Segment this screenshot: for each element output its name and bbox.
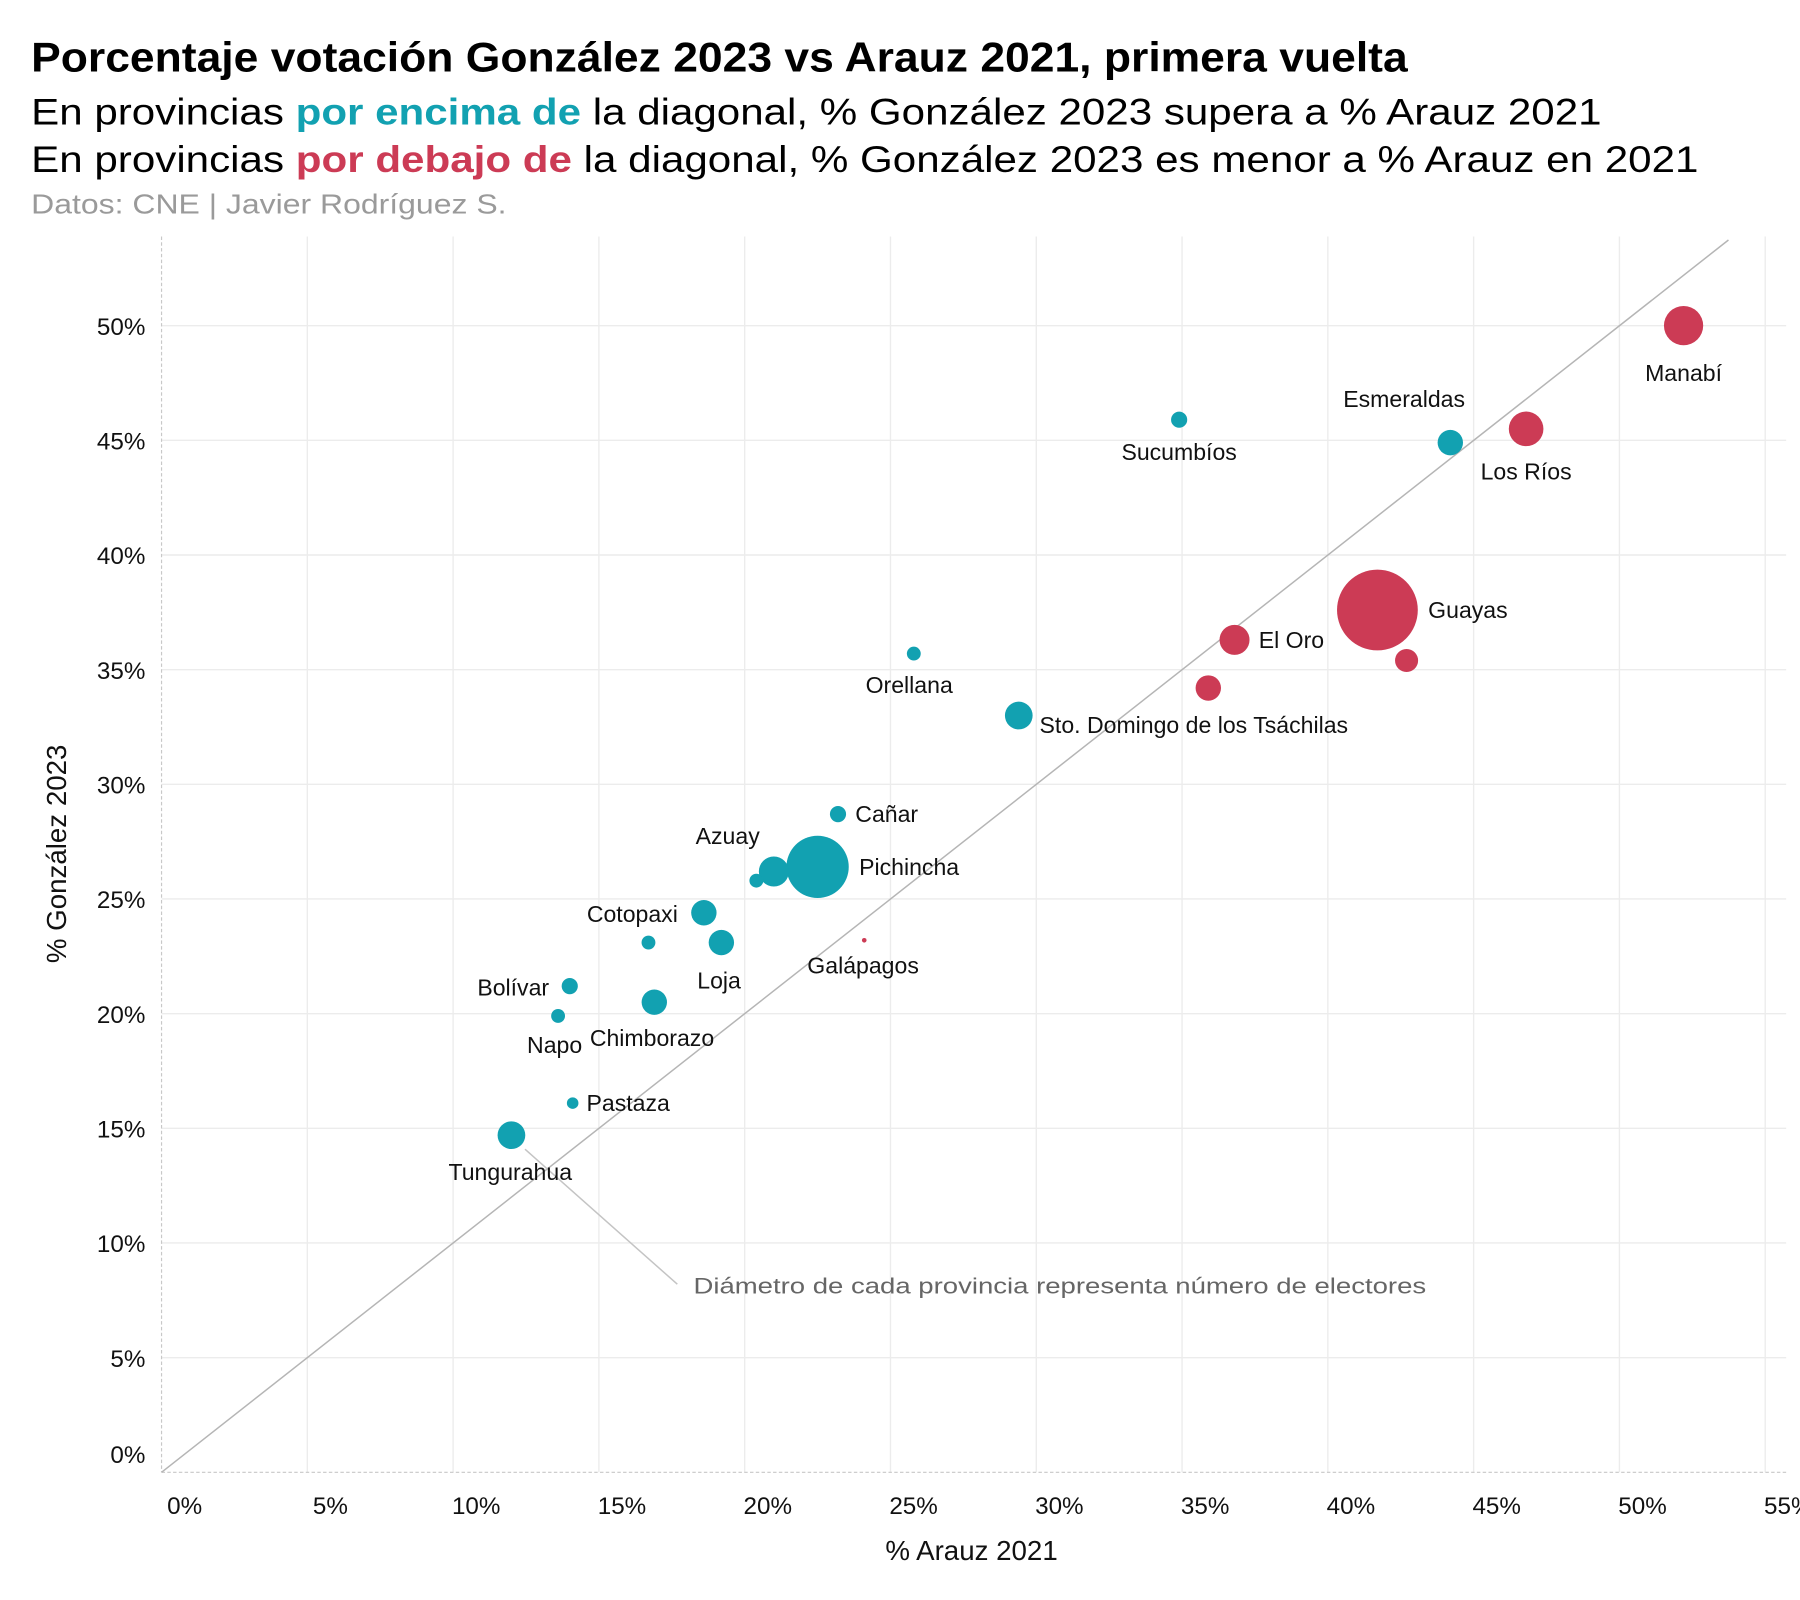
province-point[interactable] (566, 1097, 579, 1109)
province-label: Pichincha (859, 854, 959, 880)
province-label: El Oro (1259, 627, 1324, 653)
x-tick-label: 20% (744, 1493, 792, 1520)
gridlines (161, 236, 1787, 1473)
province-label: Cañar (855, 801, 918, 827)
y-tick-label: 25% (97, 887, 145, 914)
province-label: Napo (527, 1032, 582, 1058)
province-label: Orellana (866, 672, 953, 698)
point-labels: Manabí Los Ríos Esmeraldas Sucumbíos Guayas E… (449, 360, 1723, 1185)
y-tick-label: 50% (97, 314, 145, 341)
chart-title: Porcentaje votación González 2023 vs Ara… (31, 34, 1409, 81)
province-point[interactable] (691, 900, 717, 926)
y-tick-label: 30% (97, 773, 145, 800)
province-point[interactable] (1337, 569, 1418, 651)
province-point[interactable] (786, 835, 849, 899)
province-point[interactable] (1508, 411, 1544, 447)
y-tick-label: 10% (97, 1231, 145, 1258)
subtitle-below-pre: En provincias (31, 139, 296, 180)
province-point[interactable] (497, 1121, 526, 1150)
province-label: Galápagos (807, 953, 919, 979)
data-points (497, 306, 1704, 1150)
y-tick-label: 40% (97, 543, 145, 570)
subtitle-below: En provincias por debajo de la diagonal,… (31, 139, 1698, 180)
x-tick-label: 50% (1618, 1493, 1666, 1520)
subtitle-above-highlight: por encima de (296, 92, 581, 133)
subtitle-above-pre: En provincias (31, 92, 295, 133)
y-tick-label: 20% (97, 1002, 145, 1029)
annotation-leader-line (524, 1148, 678, 1285)
y-tick-label: 35% (97, 658, 145, 685)
province-point[interactable] (906, 646, 921, 661)
subtitle-above: En provincias por encima de la diagonal,… (31, 92, 1601, 133)
province-label: Esmeraldas (1343, 386, 1465, 412)
x-tick-label: 10% (452, 1493, 500, 1520)
province-point[interactable] (1663, 306, 1704, 346)
province-label: Loja (697, 968, 741, 994)
province-point[interactable] (1395, 648, 1419, 673)
y-tick-label: 5% (110, 1346, 145, 1373)
x-axis-title: % Arauz 2021 (885, 1535, 1057, 1566)
province-label: Azuay (696, 823, 761, 849)
province-point[interactable] (1219, 624, 1250, 655)
subtitle-below-highlight: por debajo de (296, 139, 572, 180)
province-point[interactable] (829, 806, 847, 823)
x-tick-label: 25% (889, 1493, 937, 1520)
province-point[interactable] (861, 937, 867, 943)
province-label: Sto. Domingo de los Tsáchilas (1040, 712, 1349, 738)
province-label: Bolívar (477, 974, 549, 1000)
province-point[interactable] (749, 873, 764, 888)
province-label: Manabí (1645, 360, 1723, 386)
y-tick-label: 45% (97, 429, 145, 456)
province-label: Cotopaxi (587, 901, 678, 927)
tick-labels: 0% 5% 10% 15% 20% 25% 30% 35% 40% 45% 50% 55% 0% 5% 10… (97, 314, 1800, 1520)
province-label: Los Ríos (1481, 459, 1572, 485)
province-label: Sucumbíos (1121, 439, 1236, 465)
y-tick-label: 0% (110, 1442, 145, 1469)
province-point[interactable] (708, 929, 735, 956)
province-label: Tungurahua (449, 1159, 573, 1185)
province-label: Chimborazo (590, 1025, 714, 1051)
x-tick-label: 30% (1035, 1493, 1083, 1520)
province-point[interactable] (1004, 701, 1033, 730)
x-tick-label: 45% (1472, 1493, 1520, 1520)
province-point[interactable] (641, 935, 656, 950)
province-point[interactable] (1437, 429, 1463, 456)
province-point[interactable] (561, 978, 578, 995)
province-point[interactable] (1195, 675, 1221, 701)
province-point[interactable] (641, 989, 667, 1015)
diagonal-reference-line (161, 239, 1729, 1473)
x-tick-label: 0% (167, 1493, 202, 1520)
y-tick-label: 15% (97, 1117, 145, 1144)
x-tick-label: 40% (1327, 1493, 1375, 1520)
x-tick-label: 15% (598, 1493, 646, 1520)
subtitle-below-post: la diagonal, % González 2023 es menor a … (572, 139, 1698, 180)
x-tick-label: 5% (313, 1493, 348, 1520)
province-point[interactable] (1171, 411, 1188, 428)
annotation-text: Diámetro de cada provincia representa nú… (693, 1273, 1426, 1298)
province-label: Pastaza (587, 1090, 671, 1116)
province-point[interactable] (758, 856, 789, 887)
province-label: Guayas (1428, 597, 1507, 623)
x-tick-label: 35% (1181, 1493, 1229, 1520)
province-point[interactable] (551, 1009, 566, 1023)
subtitle-above-post: la diagonal, % González 2023 supera a % … (581, 92, 1601, 133)
source-note: Datos: CNE | Javier Rodríguez S. (31, 188, 506, 219)
y-axis-title: % González 2023 (41, 745, 72, 964)
x-tick-label: 55% (1764, 1493, 1800, 1520)
